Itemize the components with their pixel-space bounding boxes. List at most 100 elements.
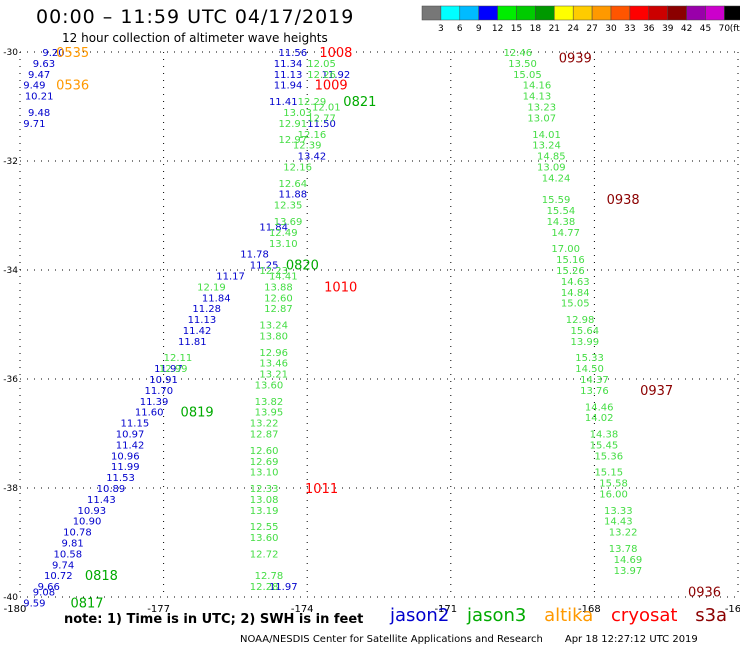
data-point-label: 11.97	[269, 582, 298, 593]
satellite-legend: jason2 jason3 altika cryosat s3a	[390, 605, 739, 626]
data-point-label: 13.88	[264, 282, 293, 293]
data-point-label: 12.87	[250, 430, 279, 441]
colorbar-tick-label: 24	[567, 24, 579, 34]
data-point-label: 13.50	[508, 59, 537, 70]
data-point-label: 13.22	[609, 528, 638, 539]
data-point-label: 11.41	[269, 97, 298, 108]
colorbar-swatch	[497, 5, 517, 21]
data-point-label: 10.58	[54, 549, 83, 560]
data-point-label: 12.87	[264, 304, 293, 315]
data-point-label: 11.39	[140, 397, 169, 408]
data-point-label: 11.94	[274, 81, 303, 92]
data-point-label: 14.37	[580, 375, 609, 386]
colorbar-tick-label: 21	[549, 24, 560, 34]
data-point-label: 13.10	[269, 239, 298, 250]
data-point-label: 15.26	[556, 266, 585, 277]
data-point-label: 11.81	[178, 337, 207, 348]
pass-time-label: 1010	[324, 280, 357, 295]
colorbar-swatch	[610, 5, 631, 21]
data-point-label: 14.41	[269, 271, 298, 282]
data-point-label: 13.19	[250, 506, 279, 517]
colorbar-swatch	[667, 5, 687, 21]
colorbar-tick-label: 9	[476, 24, 482, 34]
data-point-label: 15.54	[547, 206, 576, 217]
data-point-label: 11.50	[307, 119, 336, 130]
x-tick-label: -168	[578, 604, 601, 615]
colorbar-swatch	[421, 5, 442, 21]
data-point-label: 12.16	[298, 130, 327, 141]
data-point-label: 14.43	[604, 517, 633, 528]
pass-time-label: 0819	[181, 406, 214, 421]
data-point-label: 9.48	[28, 108, 50, 119]
data-point-label: 13.03	[283, 108, 312, 119]
data-point-label: 11.15	[121, 419, 150, 430]
data-point-label: 13.33	[604, 506, 633, 517]
data-point-label: 10.90	[73, 517, 102, 528]
data-point-label: 9.63	[33, 59, 55, 70]
data-point-label: 13.42	[298, 152, 327, 163]
data-point-label: 14.46	[585, 402, 614, 413]
data-point-label: 13.08	[250, 495, 279, 506]
data-point-label: 15.45	[590, 440, 619, 451]
colorbar-swatch	[724, 5, 740, 21]
data-point-label: 12.28	[250, 582, 279, 593]
data-point-label: 13.22	[250, 419, 279, 430]
colorbar-swatch	[440, 5, 461, 21]
footnote: note: 1) Time is in UTC; 2) SWH is in fe…	[64, 612, 364, 627]
data-point-label: 12.11	[164, 353, 193, 364]
pass-time-label: 0939	[559, 51, 592, 66]
data-point-label: 13.24	[259, 321, 288, 332]
data-point-label: 14.50	[575, 364, 604, 375]
data-point-label: 15.33	[575, 353, 604, 364]
data-point-label: 9.49	[23, 81, 45, 92]
data-point-label: 9.20	[42, 48, 64, 59]
y-tick-label: -40	[3, 593, 18, 603]
timestamp: Apr 18 12:27:12 UTC 2019	[564, 634, 698, 645]
pass-time-label: 0536	[56, 79, 89, 94]
data-point-label: 10.89	[97, 484, 126, 495]
data-point-label: 11.17	[216, 271, 245, 282]
data-point-label: 12.60	[250, 446, 279, 457]
data-point-label: 11.84	[259, 222, 288, 233]
pass-time-label: 0938	[607, 193, 640, 208]
data-point-label: 13.69	[274, 217, 303, 228]
data-point-label: 12.39	[293, 141, 322, 152]
data-point-label: 11.88	[279, 190, 308, 201]
data-point-label: 12.77	[307, 113, 336, 124]
data-point-label: 10.96	[111, 451, 140, 462]
data-point-label: 11.53	[106, 473, 135, 484]
data-point-label: 13.21	[259, 370, 288, 381]
data-point-label: 10.78	[63, 528, 92, 539]
colorbar-tick-label: 15	[511, 24, 522, 34]
data-point-label: 13.99	[571, 337, 600, 348]
data-point-label: 12.01	[312, 103, 341, 114]
legend-altika: altika	[544, 605, 594, 626]
colorbar-tick-label: 3	[438, 24, 444, 34]
colorbar-swatch	[535, 5, 555, 21]
data-point-label: 10.21	[25, 92, 54, 103]
data-point-label: 13.80	[259, 331, 288, 342]
data-point-label: 14.13	[523, 92, 552, 103]
data-point-label: 13.60	[255, 380, 284, 391]
colorbar-tick-label: 12	[492, 24, 503, 34]
data-point-label: 15.59	[542, 195, 571, 206]
data-point-label: 9.81	[62, 539, 84, 550]
legend-s3a: s3a	[695, 605, 728, 626]
data-point-label: 10.91	[149, 375, 178, 386]
data-point-label: 14.85	[537, 152, 566, 163]
data-point-label: 15.05	[561, 299, 590, 310]
credit-footer: NOAA/NESDIS Center for Satellite Applica…	[240, 634, 698, 645]
pass-time-label: 0937	[640, 384, 673, 399]
data-point-label: 11.92	[322, 70, 351, 81]
data-point-label: 11.60	[135, 408, 164, 419]
data-point-label: 12.29	[298, 97, 327, 108]
data-point-label: 14.01	[532, 130, 561, 141]
data-point-label: 12.99	[159, 364, 188, 375]
x-tick-label: -16	[725, 604, 740, 615]
data-point-label: 12.91	[279, 119, 308, 130]
x-tick-label: -180	[4, 604, 27, 615]
colorbar-swatch	[478, 5, 498, 21]
data-point-label: 11.84	[202, 293, 231, 304]
data-point-label: 12.98	[566, 315, 595, 326]
